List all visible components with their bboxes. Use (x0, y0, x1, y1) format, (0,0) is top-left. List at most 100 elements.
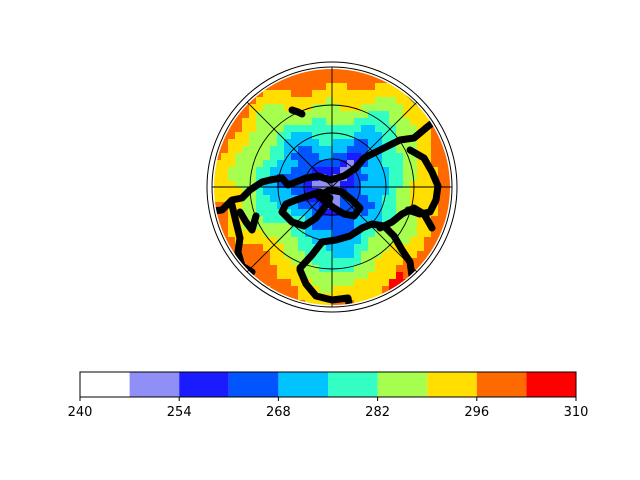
field-cell (263, 265, 271, 273)
field-cell (410, 195, 418, 203)
field-cell (389, 181, 397, 189)
field-cell (298, 104, 306, 112)
colorbar-tick-label: 296 (464, 405, 489, 420)
field-cell (375, 118, 383, 126)
field-cell (263, 167, 271, 175)
field-cell (291, 202, 299, 210)
field-cell (284, 230, 292, 238)
field-cell (235, 174, 243, 182)
field-cell (340, 69, 348, 77)
field-cell (333, 251, 341, 259)
field-cell (319, 181, 327, 189)
field-cell (277, 153, 285, 161)
field-cell (375, 97, 383, 105)
field-cell (326, 160, 334, 168)
field-cell (298, 167, 306, 175)
field-cell (389, 153, 397, 161)
field-cell (396, 195, 404, 203)
coastline (288, 106, 306, 118)
field-cell (256, 153, 264, 161)
field-cell (438, 195, 446, 203)
field-cell (242, 244, 250, 252)
field-cell (340, 146, 348, 154)
field-cell (214, 195, 222, 203)
field-cell (354, 216, 362, 224)
field-cell (340, 216, 348, 224)
field-cell (347, 272, 355, 280)
field-cell (270, 223, 278, 231)
field-cell (326, 90, 334, 98)
field-cell (396, 265, 404, 273)
field-cell (361, 251, 369, 259)
field-cell (333, 153, 341, 161)
field-cell (263, 104, 271, 112)
field-cell (319, 125, 327, 133)
field-cell (396, 111, 404, 119)
colorbar-segment (427, 372, 477, 397)
field-cell (368, 76, 376, 84)
field-cell (249, 251, 257, 259)
field-cell (361, 188, 369, 196)
field-cell (242, 174, 250, 182)
field-cell (214, 167, 222, 175)
field-cell (277, 202, 285, 210)
field-cell (277, 258, 285, 266)
field-cell (263, 258, 271, 266)
field-cell (256, 251, 264, 259)
field-cell (291, 230, 299, 238)
field-cell (389, 167, 397, 175)
field-cell (312, 76, 320, 84)
field-cell (424, 188, 432, 196)
field-cell (312, 265, 320, 273)
field-cell (361, 174, 369, 182)
field-cell (305, 293, 313, 301)
field-cell (228, 230, 236, 238)
field-cell (368, 230, 376, 238)
field-cell (361, 293, 369, 301)
field-cell (291, 90, 299, 98)
field-cell (319, 230, 327, 238)
field-cell (382, 83, 390, 91)
field-cell (277, 160, 285, 168)
field-cell (284, 167, 292, 175)
field-cell (228, 216, 236, 224)
field-cell (277, 272, 285, 280)
field-cell (298, 237, 306, 245)
field-cell (284, 265, 292, 273)
field-cell (249, 209, 257, 217)
coastline (236, 208, 260, 234)
field-cell (347, 223, 355, 231)
field-cell (361, 97, 369, 105)
field-cell (333, 125, 341, 133)
field-cell (403, 167, 411, 175)
field-cell (389, 279, 397, 287)
field-cell (319, 223, 327, 231)
field-cell (263, 223, 271, 231)
field-cell (305, 265, 313, 273)
field-cell (347, 244, 355, 252)
field-cell (214, 202, 222, 210)
field-cell (382, 209, 390, 217)
colorbar-tick-label: 240 (68, 405, 93, 420)
field-cell (354, 188, 362, 196)
field-cell (354, 118, 362, 126)
field-cell (333, 286, 341, 294)
field-cell (375, 286, 383, 294)
field-cell (354, 258, 362, 266)
field-cell (333, 104, 341, 112)
colorbar-tick-label: 310 (564, 405, 589, 420)
field-cell (375, 174, 383, 182)
field-cell (368, 174, 376, 182)
field-cell (242, 167, 250, 175)
field-cell (347, 258, 355, 266)
field-cell (347, 146, 355, 154)
field-cell (340, 139, 348, 147)
field-cell (396, 146, 404, 154)
field-cell (284, 146, 292, 154)
field-cell (361, 195, 369, 203)
field-cell (284, 104, 292, 112)
field-cell (389, 223, 397, 231)
colorbar-segment (476, 372, 527, 397)
field-cell (396, 202, 404, 210)
